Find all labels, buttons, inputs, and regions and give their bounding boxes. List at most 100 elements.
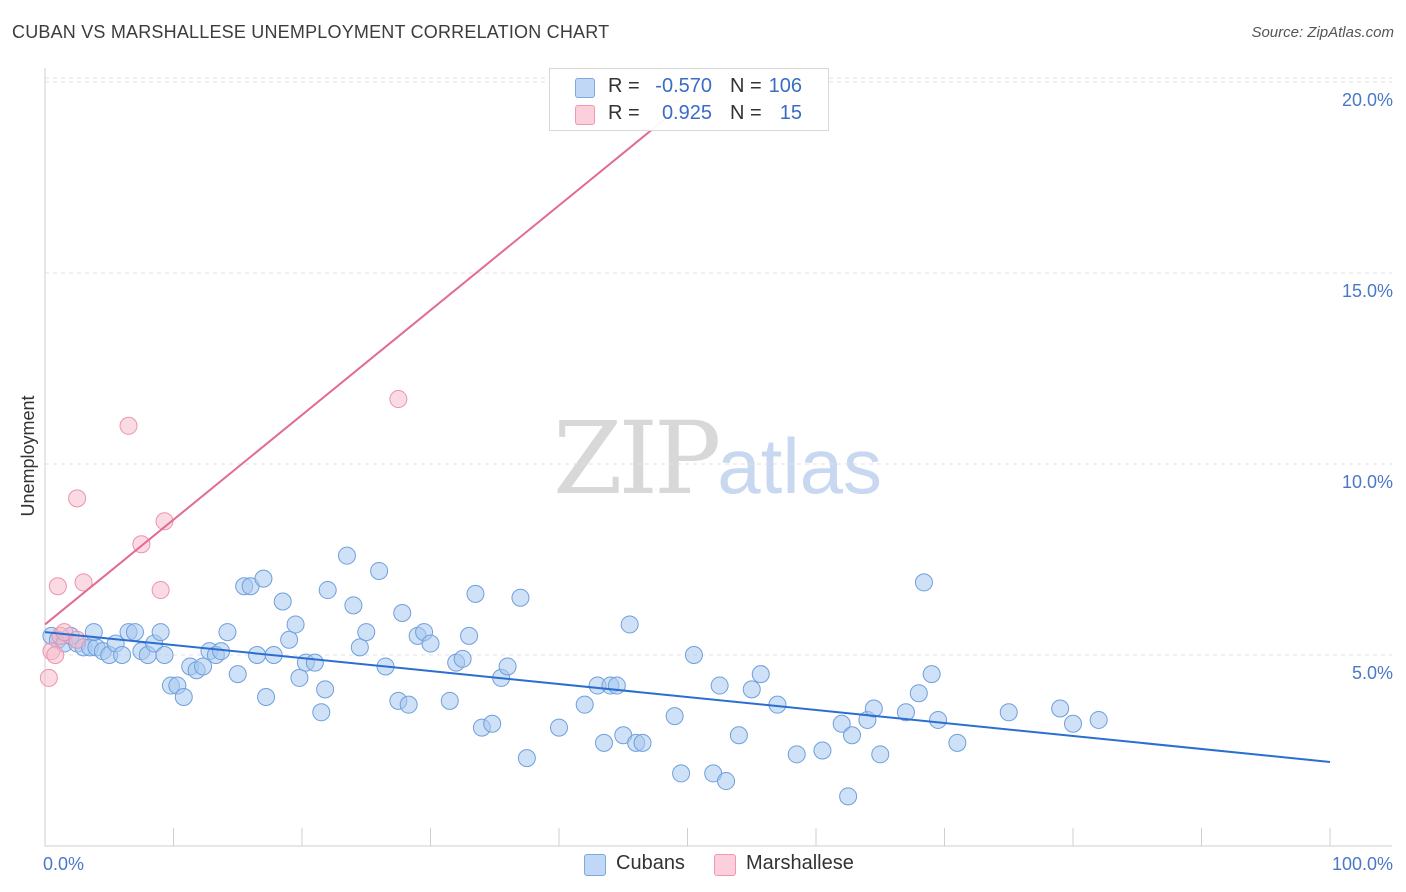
cuban-point (273, 592, 292, 611)
cuban-point (194, 657, 213, 676)
cuban-point (370, 561, 389, 580)
cuban-point (174, 688, 193, 707)
cuban-point (290, 668, 309, 687)
cuban-point (155, 646, 174, 664)
cuban-point (896, 703, 915, 722)
axes (44, 68, 1392, 847)
cuban-point (399, 695, 418, 714)
y-tick-label: 15.0% (1342, 281, 1393, 301)
cuban-point (280, 630, 299, 649)
marshallese-point (39, 668, 58, 687)
chart-title: CUBAN VS MARSHALLESE UNEMPLOYMENT CORREL… (12, 22, 610, 42)
cuban-point (517, 749, 536, 768)
cuban-point (1051, 699, 1070, 718)
trend-lines (44, 115, 1331, 763)
cuban-point (864, 699, 883, 718)
cuban-point (316, 680, 335, 699)
cuban-point (550, 718, 568, 737)
cuban-point (751, 665, 770, 684)
cuban-point (511, 588, 530, 607)
cuban-point (483, 714, 502, 733)
r-value: 0.925 (661, 102, 712, 124)
cuban-point (832, 714, 851, 733)
cuban-point (607, 676, 626, 695)
cuban-point (312, 703, 331, 722)
watermark: ZIPatlas (553, 400, 882, 517)
marshallese-point (389, 390, 408, 409)
cuban-point (318, 581, 337, 600)
cubans-trend-line (44, 631, 1331, 763)
r-label: R = (608, 102, 640, 124)
n-label: N = (730, 75, 762, 97)
cuban-point (909, 684, 928, 703)
watermark-atlas: atlas (717, 422, 883, 510)
cuban-point (228, 665, 247, 684)
marshallese-points (39, 99, 684, 687)
cuban-point (684, 646, 703, 664)
marshallese-point (68, 489, 87, 508)
cuban-point (305, 653, 324, 672)
cubans-legend-label: Cubans (616, 852, 685, 874)
marshallese-legend-label: Marshallese (746, 852, 854, 874)
cuban-point (1089, 710, 1108, 729)
cuban-point (1064, 714, 1082, 733)
marshallese-legend-swatch (714, 854, 736, 876)
marshallese-point (151, 581, 170, 600)
tick-labels: 5.0% 10.0% 15.0% 20.0% 0.0% 100.0% (43, 90, 1393, 874)
cuban-point (665, 707, 684, 726)
n-value: 15 (779, 102, 802, 124)
cuban-point (633, 733, 652, 752)
n-value: 106 (768, 75, 802, 97)
cuban-point (717, 772, 736, 791)
cuban-point (151, 623, 170, 642)
marshallese-point (48, 577, 67, 596)
cuban-point (218, 623, 237, 642)
cuban-point (871, 745, 890, 764)
marshallese-swatch (575, 105, 595, 125)
cuban-point (839, 787, 858, 806)
watermark-zip: ZIP (553, 400, 721, 517)
x-tick-label: 0.0% (43, 854, 84, 874)
cuban-point (440, 691, 459, 710)
marshallese-point (74, 573, 93, 592)
marshallese-point (119, 416, 138, 435)
cuban-point (421, 634, 440, 653)
cuban-point (813, 741, 832, 760)
legend-row-cubans: R = -0.570 N = 106 (550, 75, 828, 101)
cuban-point (337, 546, 356, 565)
cuban-point (350, 638, 369, 657)
cuban-point (125, 623, 144, 642)
grid-lines (45, 77, 1392, 656)
x-tick-label: 100.0% (1332, 854, 1393, 874)
cuban-point (594, 733, 613, 752)
chart-source: Source: ZipAtlas.com (1251, 24, 1394, 41)
y-axis-label: Unemployment (18, 395, 38, 516)
legend-row-marshallese: R = 0.925 N = 15 (550, 102, 828, 128)
cuban-point (929, 710, 948, 729)
cuban-point (742, 680, 761, 699)
marshallese-point (46, 646, 65, 664)
cuban-point (466, 584, 485, 603)
cuban-point (254, 569, 273, 588)
cuban-point (113, 646, 132, 664)
cuban-point (393, 603, 412, 622)
cubans-legend-swatch (584, 854, 606, 876)
cuban-point (948, 733, 967, 752)
y-tick-label: 5.0% (1352, 663, 1393, 683)
cuban-point (453, 649, 472, 668)
n-label: N = (730, 102, 762, 124)
cuban-point (914, 573, 933, 592)
cuban-point (787, 745, 806, 764)
marshallese-trend-line (44, 115, 669, 626)
cuban-point (286, 615, 305, 634)
cuban-point (257, 688, 276, 707)
r-label: R = (608, 75, 640, 97)
cuban-point (922, 665, 941, 684)
r-value: -0.570 (655, 75, 712, 97)
series-legend: Cubans Marshallese (0, 852, 1406, 878)
cubans-swatch (575, 78, 595, 98)
cuban-point (344, 596, 363, 615)
cuban-point (672, 764, 691, 783)
cuban-point (498, 657, 517, 676)
